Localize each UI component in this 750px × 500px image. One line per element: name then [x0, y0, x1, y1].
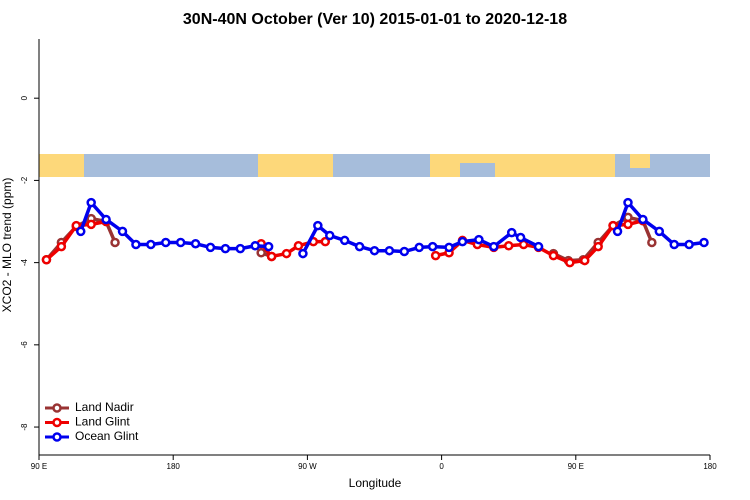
data-point — [320, 236, 331, 247]
data-point — [250, 241, 260, 251]
data-point — [354, 241, 365, 252]
data-point — [293, 241, 304, 251]
legend-label: Land Nadir — [75, 400, 134, 414]
data-point — [654, 226, 665, 237]
x-tick-label: 180 — [167, 462, 181, 471]
y-tick-label: -6 — [20, 341, 29, 349]
data-point — [86, 197, 96, 208]
data-point — [579, 255, 590, 266]
data-point — [399, 246, 410, 257]
y-axis-label: XCO2 - MLO trend (ppm) — [0, 178, 14, 313]
data-point — [235, 243, 246, 254]
data-point — [414, 242, 424, 253]
x-tick-label: 90 E — [31, 462, 47, 471]
data-point — [146, 239, 156, 250]
data-point — [623, 197, 633, 208]
data-point — [256, 248, 266, 258]
data-point — [638, 214, 648, 225]
data-point — [608, 220, 618, 231]
x-tick-label: 180 — [703, 462, 717, 471]
legend-label: Land Glint — [75, 415, 130, 429]
data-point — [76, 226, 86, 237]
data-point — [281, 248, 292, 259]
data-point — [430, 250, 441, 261]
data-point — [647, 237, 657, 248]
y-tick-label: -2 — [20, 176, 29, 184]
data-point — [190, 238, 201, 249]
legend-marker — [52, 417, 62, 428]
legend-marker — [52, 403, 62, 413]
map-strip — [39, 154, 710, 177]
data-point — [86, 219, 96, 230]
x-tick-label: 0 — [439, 462, 444, 471]
data-point — [506, 227, 517, 238]
data-point — [533, 241, 544, 252]
data-point — [313, 220, 323, 231]
data-point — [669, 239, 679, 250]
data-point — [339, 235, 350, 246]
data-point — [117, 226, 128, 237]
data-point — [160, 237, 171, 248]
data-point — [298, 248, 308, 259]
data-point — [71, 220, 82, 231]
x-tick-label: 90 E — [568, 462, 584, 471]
data-point — [684, 239, 694, 250]
data-point — [489, 241, 499, 252]
data-point — [205, 242, 216, 253]
data-point — [503, 241, 514, 251]
data-point — [220, 243, 231, 254]
x-axis-label: Longitude — [349, 476, 402, 490]
data-point — [325, 230, 335, 241]
data-point — [623, 219, 633, 230]
x-tick-label: 90 W — [298, 462, 317, 471]
data-point — [474, 234, 484, 245]
data-point — [457, 236, 468, 247]
y-tick-label: -8 — [20, 423, 29, 431]
legend-label: Ocean Glint — [75, 429, 139, 443]
data-point — [266, 251, 277, 262]
data-point — [444, 242, 454, 253]
data-point — [515, 232, 526, 243]
data-point — [101, 214, 111, 225]
data-point — [699, 237, 709, 248]
data-point — [41, 254, 52, 265]
data-point — [263, 241, 274, 252]
data-point — [548, 250, 559, 261]
y-tick-label: 0 — [20, 95, 29, 100]
data-point — [369, 245, 380, 256]
data-point — [175, 237, 186, 248]
y-tick-label: -4 — [20, 259, 29, 267]
data-point — [612, 226, 623, 237]
data-point — [131, 239, 141, 250]
data-point — [427, 241, 438, 252]
data-point — [110, 237, 120, 248]
data-point — [56, 241, 67, 252]
data-point — [384, 245, 395, 256]
chart-title: 30N-40N October (Ver 10) 2015-01-01 to 2… — [183, 11, 567, 28]
data-point — [565, 257, 575, 268]
data-point — [593, 241, 603, 252]
legend-marker — [52, 432, 62, 442]
